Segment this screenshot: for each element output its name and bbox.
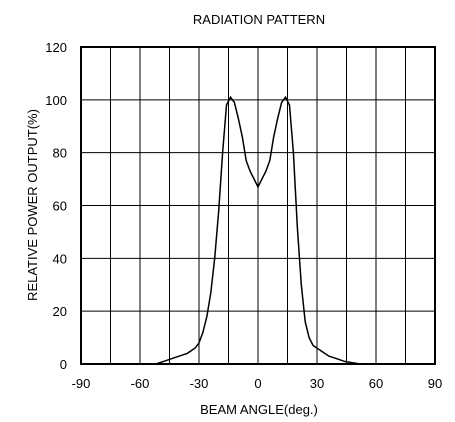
x-tick-label: 30 <box>310 376 324 391</box>
x-tick-label: 0 <box>254 376 261 391</box>
x-axis-label: BEAM ANGLE(deg.) <box>200 402 318 417</box>
x-tick-label: 90 <box>428 376 442 391</box>
y-tick-label: 80 <box>53 146 67 161</box>
y-tick-label: 20 <box>53 304 67 319</box>
plot-frame <box>80 46 436 365</box>
y-tick-label: 60 <box>53 199 67 214</box>
y-tick-label: 0 <box>60 357 67 372</box>
x-tick-labels: -90 -60 -30 0 30 60 90 <box>72 376 443 391</box>
series-line <box>155 95 361 365</box>
x-tick-label: 60 <box>369 376 383 391</box>
grid <box>80 46 436 365</box>
y-tick-label: 40 <box>53 251 67 266</box>
y-tick-labels: 0 20 40 60 80 100 120 <box>45 40 67 372</box>
y-axis-label: RELATIVE POWER OUTPUT(%) <box>25 109 40 301</box>
x-tick-label: -90 <box>72 376 91 391</box>
x-tick-label: -30 <box>190 376 209 391</box>
y-tick-label: 120 <box>45 40 67 55</box>
chart-title: RADIATION PATTERN <box>193 12 325 27</box>
y-tick-label: 100 <box>45 93 67 108</box>
x-tick-label: -60 <box>131 376 150 391</box>
